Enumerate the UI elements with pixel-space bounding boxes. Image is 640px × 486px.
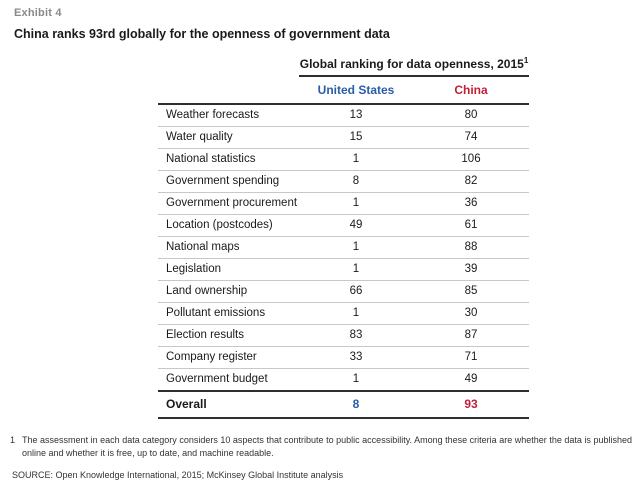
- table-row: Company register 33 71: [158, 346, 530, 369]
- group-header: Global ranking for data openness, 20151: [299, 56, 530, 77]
- us-rank-cell: 66: [299, 280, 413, 303]
- china-rank-cell: 106: [413, 148, 530, 171]
- table-column-header-row: United States China: [158, 76, 530, 105]
- overall-china-rank: 93: [413, 390, 530, 419]
- ranking-table: Global ranking for data openness, 20151 …: [158, 56, 530, 419]
- china-column-header: China: [413, 76, 530, 105]
- overall-row: Overall 8 93: [158, 390, 530, 419]
- us-rank-cell: 49: [299, 214, 413, 237]
- china-rank-cell: 74: [413, 126, 530, 149]
- group-header-label: Global ranking for data openness, 2015: [299, 57, 524, 71]
- china-rank-cell: 71: [413, 346, 530, 369]
- us-rank-cell: 1: [299, 236, 413, 259]
- table-row: Government procurement 1 36: [158, 192, 530, 215]
- exhibit-label: Exhibit 4: [14, 7, 62, 19]
- china-rank-cell: 85: [413, 280, 530, 303]
- source-line: SOURCE: Open Knowledge International, 20…: [12, 470, 344, 480]
- category-cell: National maps: [158, 236, 299, 259]
- table-row: National statistics 1 106: [158, 148, 530, 171]
- us-rank-cell: 33: [299, 346, 413, 369]
- us-rank-cell: 8: [299, 170, 413, 193]
- china-rank-cell: 88: [413, 236, 530, 259]
- china-rank-cell: 82: [413, 170, 530, 193]
- us-rank-cell: 15: [299, 126, 413, 149]
- us-rank-cell: 1: [299, 148, 413, 171]
- table-row: Legislation 1 39: [158, 258, 530, 281]
- category-cell: Water quality: [158, 126, 299, 149]
- table-row: National maps 1 88: [158, 236, 530, 259]
- category-cell: National statistics: [158, 148, 299, 171]
- us-rank-cell: 1: [299, 368, 413, 392]
- table-body: Weather forecasts 13 80 Water quality 15 74 Na…: [158, 104, 530, 392]
- group-header-footnote-marker: 1: [523, 56, 529, 65]
- footnote: 1 The assessment in each data category c…: [10, 434, 632, 460]
- category-cell: Election results: [158, 324, 299, 347]
- category-cell: Government procurement: [158, 192, 299, 215]
- china-rank-cell: 61: [413, 214, 530, 237]
- china-rank-cell: 49: [413, 368, 530, 392]
- table-row: Weather forecasts 13 80: [158, 104, 530, 127]
- category-cell: Land ownership: [158, 280, 299, 303]
- category-cell: Legislation: [158, 258, 299, 281]
- china-rank-cell: 30: [413, 302, 530, 325]
- china-rank-cell: 36: [413, 192, 530, 215]
- overall-us-rank: 8: [299, 390, 413, 419]
- category-cell: Location (postcodes): [158, 214, 299, 237]
- footnote-marker: 1: [10, 435, 16, 445]
- us-rank-cell: 1: [299, 258, 413, 281]
- china-rank-cell: 80: [413, 104, 530, 127]
- united-states-column-header: United States: [299, 76, 413, 105]
- footnote-text: The assessment in each data category con…: [22, 435, 632, 459]
- table-row: Pollutant emissions 1 30: [158, 302, 530, 325]
- ranking-table-container: Global ranking for data openness, 20151 …: [158, 56, 530, 419]
- category-cell: Pollutant emissions: [158, 302, 299, 325]
- category-cell: Weather forecasts: [158, 104, 299, 127]
- category-cell: Government budget: [158, 368, 299, 392]
- us-rank-cell: 1: [299, 192, 413, 215]
- china-rank-cell: 39: [413, 258, 530, 281]
- category-column-header: [158, 76, 299, 105]
- china-rank-cell: 87: [413, 324, 530, 347]
- table-row: Government budget 1 49: [158, 368, 530, 392]
- us-rank-cell: 13: [299, 104, 413, 127]
- category-cell: Company register: [158, 346, 299, 369]
- us-rank-cell: 83: [299, 324, 413, 347]
- us-rank-cell: 1: [299, 302, 413, 325]
- page-title: China ranks 93rd globally for the openne…: [14, 27, 390, 41]
- category-cell: Government spending: [158, 170, 299, 193]
- table-row: Election results 83 87: [158, 324, 530, 347]
- table-group-header-row: Global ranking for data openness, 20151: [158, 56, 530, 77]
- overall-label: Overall: [158, 390, 299, 419]
- table-row: Location (postcodes) 49 61: [158, 214, 530, 237]
- table-row: Land ownership 66 85: [158, 280, 530, 303]
- table-row: Government spending 8 82: [158, 170, 530, 193]
- group-header-spacer: [158, 56, 299, 76]
- table-row: Water quality 15 74: [158, 126, 530, 149]
